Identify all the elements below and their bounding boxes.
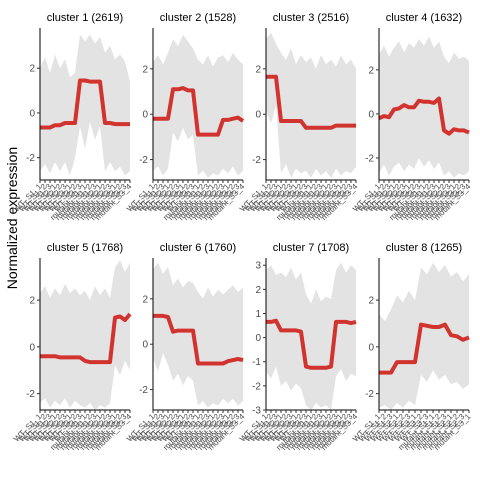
- y-tick-label: 2: [255, 64, 261, 75]
- panel-title: cluster 8 (1265): [386, 242, 462, 254]
- y-tick-label: 2: [368, 65, 374, 76]
- expression-range-band: [153, 262, 243, 408]
- y-tick-label: 2: [255, 285, 261, 296]
- cluster-panel: cluster 1 (2619)-202WT_S1_1WT_S1_2WT_S1_…: [12, 12, 134, 222]
- panels-grid: cluster 1 (2619)-202WT_S1_1WT_S1_2WT_S1_…: [12, 12, 473, 452]
- panel-title: cluster 4 (1632): [386, 12, 462, 24]
- panel-title: cluster 7 (1708): [273, 242, 349, 254]
- y-tick-label: 0: [29, 108, 35, 119]
- y-tick-label: 0: [255, 110, 261, 121]
- y-tick-label: -2: [252, 155, 261, 166]
- panel-title: cluster 6 (1760): [160, 242, 236, 254]
- cluster-panel: cluster 2 (1528)-202WT_S1_1WT_S1_2WT_S1_…: [125, 12, 247, 222]
- panel-title: cluster 2 (1528): [160, 12, 236, 24]
- expression-range-band: [40, 260, 130, 410]
- y-tick-label: 2: [142, 294, 148, 305]
- panel-title: cluster 3 (2516): [273, 12, 349, 24]
- mean-expression-line: [153, 313, 244, 366]
- panel-title: cluster 1 (2619): [47, 12, 123, 24]
- cluster-panel: cluster 5 (1768)-202WT_S1_1WT_S1_2WT_S1_…: [12, 242, 134, 452]
- panel-title: cluster 5 (1768): [47, 242, 123, 254]
- mean-expression-line: [266, 318, 357, 370]
- expression-range-band: [266, 32, 356, 178]
- y-axis-label: Normalized expression: [4, 147, 20, 289]
- cluster-panel: cluster 6 (1760)-202WT_S1_1WT_S1_2WT_S1_…: [125, 242, 247, 452]
- y-tick-label: -2: [26, 389, 35, 400]
- mean-expression-line: [378, 96, 470, 136]
- expression-range-band: [379, 262, 469, 410]
- y-tick-label: -3: [252, 406, 261, 417]
- y-tick-label: -2: [365, 389, 374, 400]
- y-tick-label: 0: [29, 342, 35, 353]
- y-tick-label: -2: [365, 153, 374, 164]
- expression-range-band: [379, 36, 469, 178]
- cluster-panel: cluster 7 (1708)-3-2-10123WT_S1_1WT_S1_2…: [238, 242, 360, 452]
- y-tick-label: -2: [252, 381, 261, 392]
- mean-expression-line: [153, 86, 245, 137]
- cluster-panel: cluster 3 (2516)-202WT_S1_1WT_S1_2WT_S1_…: [238, 12, 360, 222]
- mean-expression-line: [379, 322, 470, 375]
- y-tick-label: -2: [139, 155, 148, 166]
- y-tick-label: 0: [255, 333, 261, 344]
- expression-range-band: [40, 34, 130, 176]
- y-tick-label: -1: [252, 357, 261, 368]
- mean-expression-line: [40, 312, 132, 365]
- y-tick-label: 2: [368, 296, 374, 307]
- expression-range-band: [266, 262, 356, 410]
- mean-expression-line: [266, 74, 356, 130]
- y-tick-label: 0: [368, 109, 374, 120]
- y-tick-label: 0: [142, 340, 148, 351]
- y-tick-label: 2: [142, 64, 148, 75]
- mean-expression-line: [40, 78, 130, 130]
- cluster-panel: cluster 8 (1265)-202WT_S1_1WT_S1_2WT_S1_…: [351, 242, 473, 452]
- y-tick-label: 0: [368, 342, 374, 353]
- y-tick-label: 2: [29, 64, 35, 75]
- y-tick-label: 3: [255, 261, 261, 272]
- y-tick-label: 0: [142, 110, 148, 121]
- expression-range-band: [153, 34, 243, 178]
- y-tick-label: 2: [29, 296, 35, 307]
- y-tick-label: -2: [26, 153, 35, 164]
- y-tick-label: 1: [255, 309, 261, 320]
- y-tick-label: -2: [139, 385, 148, 396]
- cluster-panel: cluster 4 (1632)-202WT_S1_1WT_S1_2WT_S1_…: [351, 12, 473, 222]
